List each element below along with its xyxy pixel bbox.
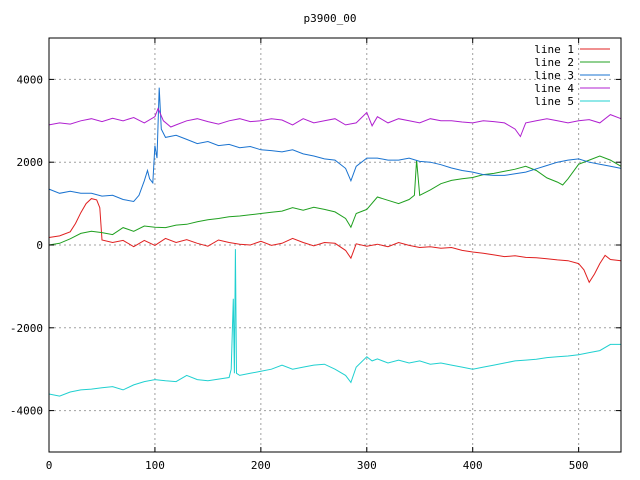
y-tick-label: -4000 [10, 405, 43, 418]
legend-label: line 4 [534, 82, 574, 95]
x-tick-label: 200 [251, 459, 271, 472]
x-tick-label: 400 [463, 459, 483, 472]
chart-title: p3900_00 [304, 12, 357, 25]
series-line-3 [48, 87, 622, 203]
x-tick-label: 100 [145, 459, 165, 472]
series-line-4 [48, 107, 622, 138]
legend-label: line 1 [534, 43, 574, 56]
series-layer [48, 87, 622, 397]
x-tick-label: 300 [357, 459, 377, 472]
y-tick-label: 4000 [17, 73, 44, 86]
legend-label: line 2 [534, 56, 574, 69]
series-line-2 [48, 155, 622, 246]
y-tick-label: 0 [36, 239, 43, 252]
x-tick-label: 0 [46, 459, 53, 472]
series-line-5 [48, 249, 621, 397]
tick-labels: 0 100 200 300 400 500 -4000 -2000 0 2000 4000 [10, 38, 621, 472]
y-tick-label: 2000 [17, 156, 44, 169]
legend-label: line 5 [534, 95, 574, 108]
series-line-1 [48, 198, 622, 284]
x-tick-label: 500 [569, 459, 589, 472]
legend-label: line 3 [534, 69, 574, 82]
y-tick-label: -2000 [10, 322, 43, 335]
